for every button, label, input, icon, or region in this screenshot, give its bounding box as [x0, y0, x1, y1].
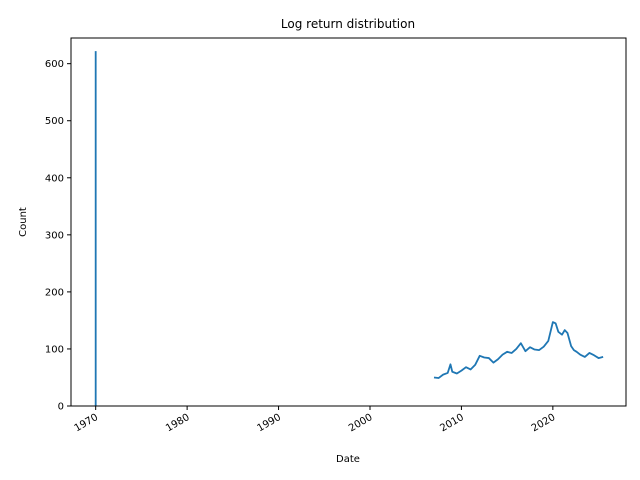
y-tick-label: 0	[58, 402, 64, 413]
chart-title: Log return distribution	[281, 17, 415, 31]
y-tick-label: 200	[45, 287, 64, 298]
y-tick-label: 500	[45, 116, 64, 127]
x-axis-label: Date	[336, 454, 360, 465]
y-tick-label: 400	[45, 173, 64, 184]
y-tick-label: 300	[45, 230, 64, 241]
y-axis-label: Count	[18, 207, 29, 237]
axes-frame	[70, 37, 627, 407]
plot-area	[94, 51, 604, 406]
y-tick-label: 100	[45, 344, 64, 355]
y-tick-label: 600	[45, 59, 64, 70]
series-line	[433, 321, 604, 379]
y-axis-ticks: 0 100 200 300 400 500 600	[45, 59, 71, 413]
